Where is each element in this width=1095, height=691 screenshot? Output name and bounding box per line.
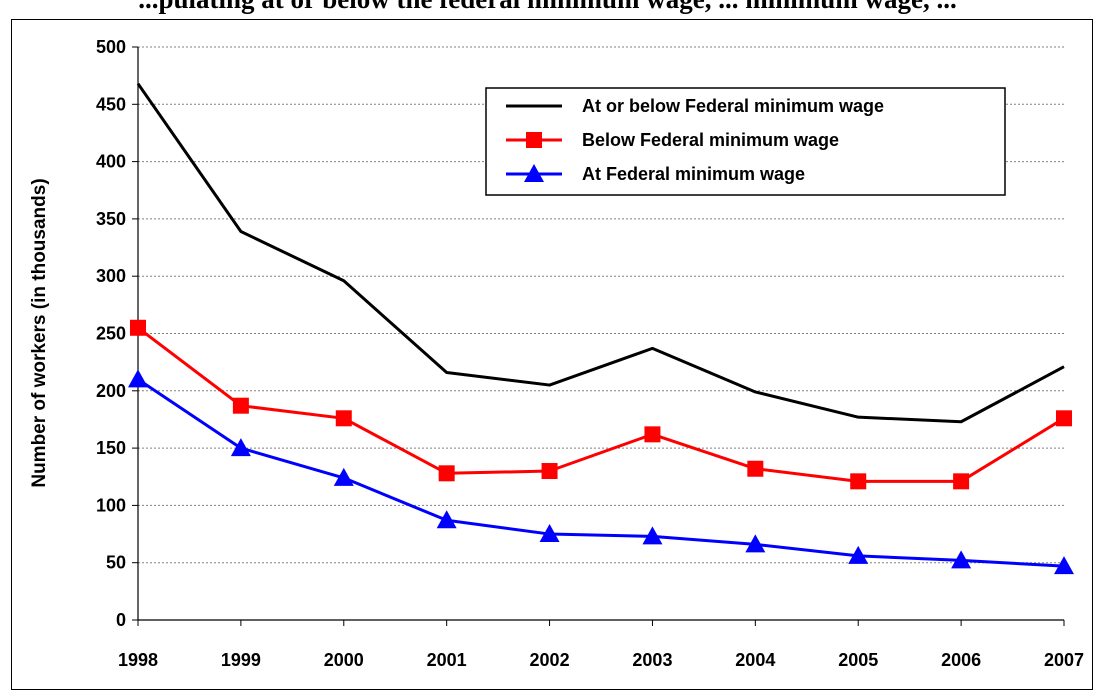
y-tick-label: 150: [96, 438, 126, 458]
data-point: [539, 524, 560, 543]
y-tick-label: 0: [116, 610, 126, 630]
data-point: [436, 510, 457, 529]
legend-box: [485, 87, 1006, 196]
data-point: [850, 473, 867, 490]
legend-label: At or below Federal minimum wage: [582, 96, 884, 116]
data-point: [230, 438, 251, 457]
data-point: [438, 465, 455, 482]
y-tick-label: 350: [96, 209, 126, 229]
legend-item: At Federal minimum wage: [506, 164, 805, 184]
y-tick-label: 300: [96, 266, 126, 286]
legend-marker: [526, 132, 542, 148]
data-point: [1054, 556, 1074, 575]
x-tick-label: 2002: [530, 650, 570, 670]
y-tick-label: 200: [96, 381, 126, 401]
data-point: [848, 545, 869, 564]
legend-item: Below Federal minimum wage: [506, 130, 839, 150]
y-tick-label: 500: [96, 37, 126, 57]
y-axis-label: Number of workers (in thousands): [29, 178, 50, 487]
x-tick-label: 1999: [221, 650, 261, 670]
y-tick-label: 250: [96, 324, 126, 344]
x-tick-label: 2001: [427, 650, 467, 670]
series-lines: [128, 82, 1074, 575]
legend-label: Below Federal minimum wage: [582, 130, 839, 150]
data-point: [232, 397, 249, 414]
series-2: [128, 369, 1074, 575]
data-point: [335, 410, 352, 427]
data-point: [1056, 410, 1072, 427]
data-point: [951, 550, 972, 569]
legend-item: At or below Federal minimum wage: [506, 96, 884, 116]
legend: At or below Federal minimum wage Below Fe…: [485, 87, 1006, 196]
x-tick-label: 1998: [118, 650, 158, 670]
series-line: [137, 378, 1065, 568]
y-tick-label: 50: [106, 553, 126, 573]
legend-label: At Federal minimum wage: [582, 164, 805, 184]
data-point: [541, 463, 558, 480]
data-point: [644, 426, 661, 443]
series-line: [136, 82, 1065, 424]
y-tick-label: 100: [96, 495, 126, 515]
series-line: [137, 326, 1065, 483]
x-tick-label: 2004: [735, 650, 775, 670]
x-tick-label: 2006: [941, 650, 981, 670]
x-tick-label: 2007: [1044, 650, 1084, 670]
y-tick-label: 400: [96, 152, 126, 172]
data-point: [333, 467, 354, 486]
data-point: [642, 526, 663, 545]
x-tick-label: 2000: [324, 650, 364, 670]
x-tick-labels: 1998 1999 2000 2001 2002 2003 2004 2005 2006 2007: [118, 650, 1084, 670]
data-point: [747, 460, 764, 477]
data-point: [953, 473, 970, 490]
data-point: [745, 534, 766, 553]
series-1: [130, 319, 1072, 490]
data-point: [130, 319, 146, 336]
x-tick-label: 2003: [632, 650, 672, 670]
y-tick-labels: 0 50 100 150 200 250 300 350 400 450 500: [96, 37, 126, 630]
data-point: [128, 369, 148, 388]
legend-marker: [524, 164, 544, 182]
y-tick-label: 450: [96, 94, 126, 114]
chart-title-text: ...pulating at or below the federal mini…: [138, 0, 956, 14]
chart-title: ...pulating at or below the federal mini…: [0, 0, 1095, 15]
series-0: [136, 82, 1065, 424]
x-tick-label: 2005: [838, 650, 878, 670]
chart-frame: [11, 19, 1093, 690]
